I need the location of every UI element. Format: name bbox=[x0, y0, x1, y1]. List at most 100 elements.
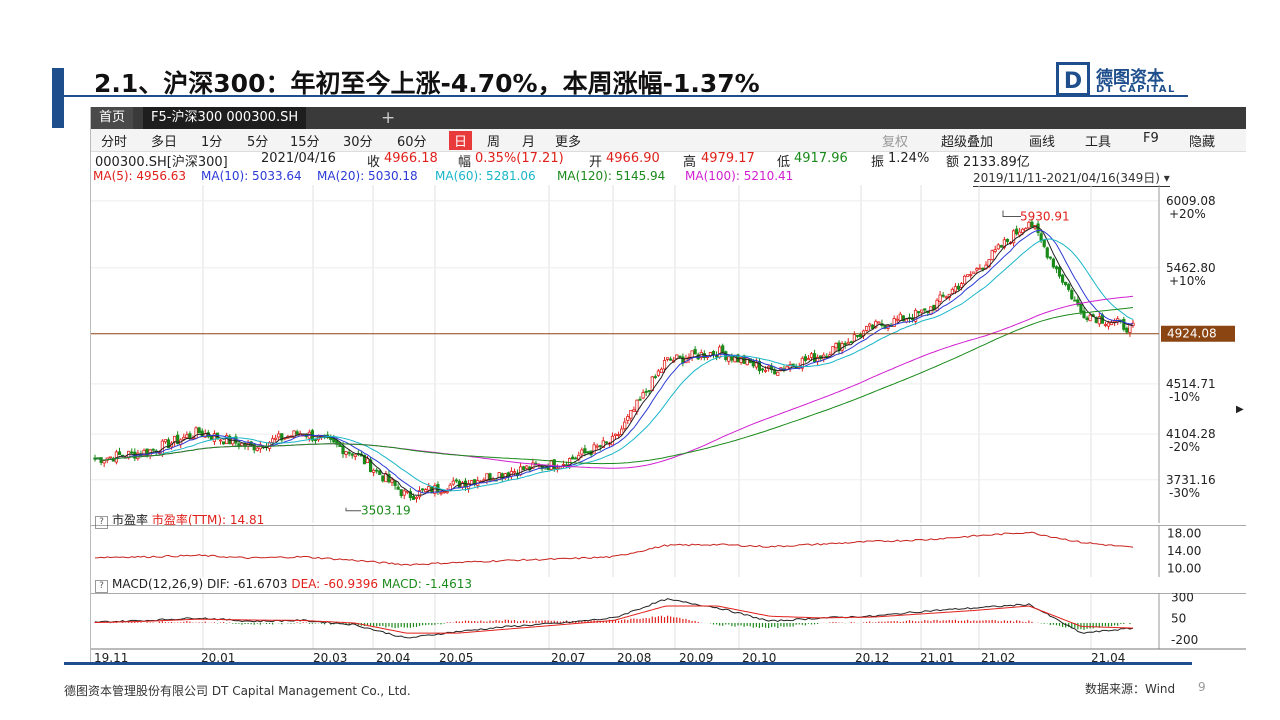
period-multiday[interactable]: 多日 bbox=[151, 135, 178, 150]
candle-body bbox=[678, 355, 682, 358]
pe-value: 市盈率(TTM): 14.81 bbox=[151, 513, 265, 527]
candle-body bbox=[424, 489, 428, 492]
period-60min[interactable]: 60分 bbox=[397, 135, 427, 150]
candle-body bbox=[1067, 284, 1071, 290]
candle-body bbox=[978, 267, 982, 270]
macd-hist: MACD: -1.4613 bbox=[381, 577, 472, 591]
candle-body bbox=[145, 448, 149, 456]
candle-body bbox=[188, 433, 192, 439]
candle-body bbox=[574, 457, 578, 460]
period-1min[interactable]: 1分 bbox=[201, 135, 223, 150]
candle-body bbox=[218, 439, 223, 442]
pe-help-icon[interactable]: ? bbox=[95, 516, 108, 529]
adjust-button[interactable]: 复权 bbox=[882, 135, 909, 150]
tab-hs300[interactable]: F5-沪深300 000300.SH bbox=[143, 107, 307, 129]
candle-body bbox=[1070, 289, 1074, 300]
open-label: 开 bbox=[589, 155, 603, 170]
y-tick-label: 6009.08 bbox=[1166, 194, 1216, 208]
macd-help-icon[interactable]: ? bbox=[95, 580, 108, 593]
close-label: 收 bbox=[367, 155, 381, 170]
date-range[interactable]: 2019/11/11-2021/04/16(349日) ▾ bbox=[973, 171, 1170, 187]
candle-body bbox=[938, 294, 942, 302]
add-tab-button[interactable]: + bbox=[381, 108, 396, 128]
x-tick-label: 20.07 bbox=[551, 651, 585, 663]
period-5min[interactable]: 5分 bbox=[247, 135, 269, 150]
high-value: 4979.17 bbox=[701, 151, 755, 166]
candle-body bbox=[604, 441, 608, 444]
pe-tick-label: 18.00 bbox=[1167, 527, 1201, 541]
candle-body bbox=[1039, 233, 1043, 241]
candle-body bbox=[200, 430, 204, 437]
x-tick-label: 20.01 bbox=[201, 651, 235, 663]
scroll-right-icon[interactable]: ▶ bbox=[1236, 404, 1244, 415]
candle-body bbox=[1002, 239, 1006, 248]
candle-body bbox=[117, 451, 122, 456]
macd-dea: DEA: -60.9396 bbox=[291, 577, 378, 591]
macd-chart: 300 50 -200 19.11 20.01 20.03 20.04 20.05 20.07 2… bbox=[91, 593, 1246, 663]
chart-panel: 首页 F5-沪深300 000300.SH + 分时 多日 1分 5分 15分 … bbox=[90, 107, 1246, 663]
candle-body bbox=[396, 486, 400, 490]
x-tick-label: 20.03 bbox=[313, 651, 347, 663]
candle-body bbox=[990, 250, 994, 260]
candle-body bbox=[616, 434, 621, 437]
logo-name-en: DT CAPITAL bbox=[1096, 84, 1176, 95]
candle-body bbox=[868, 323, 872, 327]
candle-body bbox=[1113, 320, 1117, 323]
title-divider bbox=[64, 95, 1188, 97]
candle-body bbox=[956, 285, 961, 290]
candle-body bbox=[895, 318, 899, 321]
candle-body bbox=[399, 489, 403, 497]
candle-body bbox=[923, 308, 927, 311]
pe-legend: ? 市盈率 市盈率(TTM): 14.81 bbox=[95, 511, 264, 529]
footer-company: 德图资本管理股份有限公司 DT Capital Management Co., … bbox=[64, 684, 411, 698]
pe-title: 市盈率 bbox=[112, 513, 149, 527]
candle-body bbox=[522, 466, 526, 471]
candle-body bbox=[999, 245, 1003, 248]
amp-value: 1.24% bbox=[888, 151, 930, 166]
candle-body bbox=[730, 356, 734, 361]
period-week[interactable]: 周 bbox=[487, 135, 501, 150]
candle-body bbox=[865, 325, 869, 331]
y-tick-pct: -20% bbox=[1169, 440, 1200, 454]
page-title: 2.1、沪深300：年初至今上涨-4.70%，本周涨幅-1.37% bbox=[94, 69, 760, 98]
candle-body bbox=[240, 442, 244, 447]
tab-home[interactable]: 首页 bbox=[91, 107, 134, 129]
hide-button[interactable]: 隐藏 bbox=[1189, 135, 1216, 150]
candle-body bbox=[871, 324, 875, 330]
amp-label: 振 bbox=[871, 155, 885, 170]
candle-body bbox=[598, 445, 602, 448]
ma-legend: MA(5): 4956.63 MA(10): 5033.64 MA(20): 5… bbox=[91, 169, 1246, 185]
candle-body bbox=[166, 439, 171, 449]
candle-body bbox=[757, 360, 762, 372]
candle-body bbox=[993, 249, 997, 252]
period-15min[interactable]: 15分 bbox=[290, 135, 320, 150]
candle-body bbox=[1051, 258, 1055, 268]
candle-body bbox=[1027, 221, 1031, 229]
tab-bar: 首页 F5-沪深300 000300.SH + bbox=[91, 107, 1246, 129]
y-tick-label: 4104.28 bbox=[1166, 427, 1216, 441]
open-value: 4966.90 bbox=[606, 151, 660, 166]
candle-body bbox=[855, 335, 860, 337]
candle-body bbox=[1079, 302, 1083, 313]
candle-body bbox=[1054, 266, 1059, 270]
tools-button[interactable]: 工具 bbox=[1085, 135, 1112, 150]
f9-button[interactable]: F9 bbox=[1143, 131, 1159, 146]
x-tick-label: 21.02 bbox=[981, 651, 1015, 663]
candle-body bbox=[641, 392, 645, 399]
period-intraday[interactable]: 分时 bbox=[101, 135, 128, 150]
period-30min[interactable]: 30分 bbox=[343, 135, 373, 150]
macd-tick-label: -200 bbox=[1171, 633, 1198, 647]
overlay-button[interactable]: 超级叠加 bbox=[941, 135, 994, 150]
candle-body bbox=[1064, 281, 1068, 286]
quote-date: 2021/04/16 bbox=[261, 151, 336, 166]
candle-body bbox=[1109, 322, 1114, 326]
period-month[interactable]: 月 bbox=[522, 135, 536, 150]
candle-body bbox=[632, 409, 636, 412]
min-annotation-label: 3503.19 bbox=[361, 504, 411, 518]
candle-body bbox=[212, 433, 217, 442]
candle-body bbox=[944, 296, 948, 299]
draw-button[interactable]: 画线 bbox=[1029, 135, 1056, 150]
candle-body bbox=[142, 449, 146, 456]
period-more[interactable]: 更多 bbox=[555, 135, 582, 150]
period-day[interactable]: 日 bbox=[449, 131, 473, 150]
